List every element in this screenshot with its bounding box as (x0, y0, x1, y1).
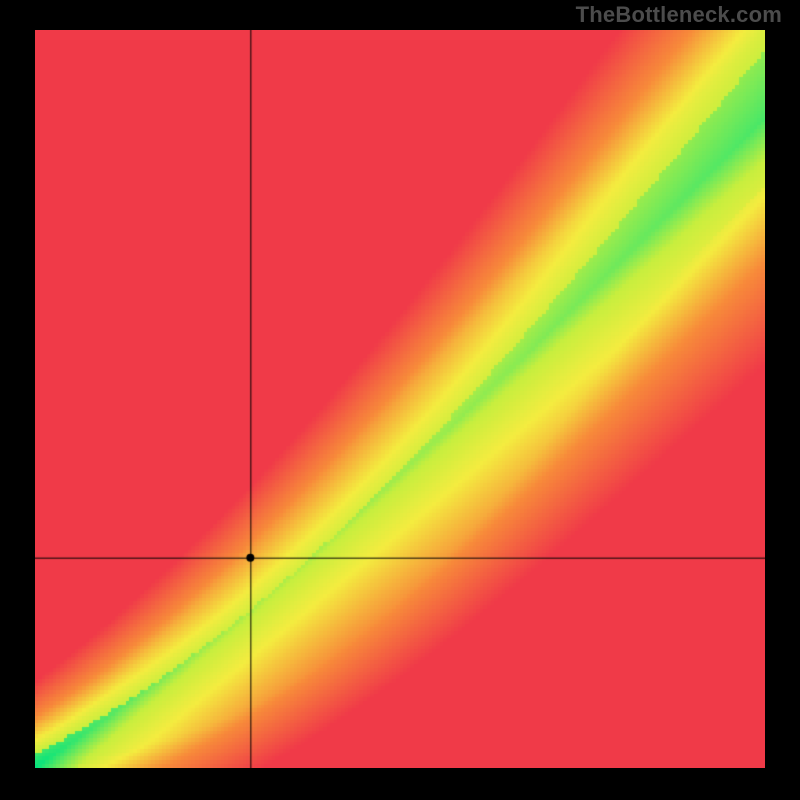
bottleneck-heatmap (35, 30, 765, 768)
watermark-text: TheBottleneck.com (576, 2, 782, 28)
